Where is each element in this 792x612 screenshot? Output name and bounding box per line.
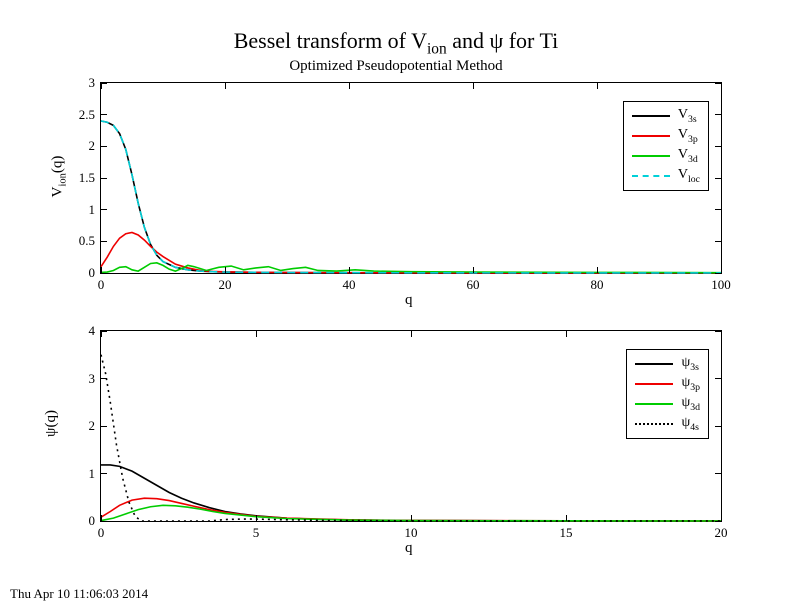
ytick-label: 2 [65,418,95,434]
ylabel-vion: Vion(q) [49,156,68,198]
xtick-label: 60 [467,277,480,293]
ytick-label: 2 [65,138,95,154]
legend-swatch [635,383,673,385]
legend-row: ψ3s [635,354,700,374]
ytick-label: 3 [65,75,95,91]
page-subtitle: Optimized Pseudopotential Method [0,58,792,75]
legend-label: ψ3s [681,355,698,373]
timestamp: Thu Apr 10 11:06:03 2014 [10,586,148,602]
chart-panel-vion: V3sV3pV3dVloc 02040608010000.511.522.53 [100,82,722,274]
series-psi3s [101,465,721,521]
xtick-label: 40 [343,277,356,293]
legend-psi: ψ3s ψ3p ψ3d ψ4s [626,349,709,439]
legend-swatch [632,115,670,117]
legend-label: ψ3p [681,375,700,393]
legend-row: V3p [632,126,700,146]
xtick-label: 10 [405,525,418,541]
ytick-label: 3 [65,371,95,387]
ytick-label: 1 [65,466,95,482]
xtick-label: 15 [560,525,573,541]
legend-label: V3s [678,107,697,125]
xtick-label: 0 [98,525,105,541]
xtick-label: 20 [715,525,728,541]
legend-swatch [632,155,670,157]
legend-label: Vloc [678,167,700,185]
page-title: Bessel transform of Vion and ψ for Ti [0,28,792,58]
legend-row: ψ3d [635,394,700,414]
legend-row: Vloc [632,166,700,186]
xlabel-vion: q [405,292,413,309]
ytick-label: 2.5 [65,107,95,123]
legend-swatch [635,363,673,365]
xtick-label: 80 [591,277,604,293]
legend-row: ψ3p [635,374,700,394]
legend-vion: V3s V3p V3d Vloc [623,101,709,191]
ylabel-psi: ψ(q) [43,410,60,437]
legend-row: V3d [632,146,700,166]
ytick-label: 4 [65,323,95,339]
legend-row: V3s [632,106,700,126]
legend-swatch [635,423,673,425]
legend-label: ψ4s [681,415,698,433]
ytick-label: 0 [65,265,95,281]
ytick-label: 1.5 [65,170,95,186]
legend-label: ψ3d [681,395,700,413]
chart-panel-psi: ψ3sψ3pψ3dψ4s 0510152001234 [100,330,722,522]
xtick-label: 5 [253,525,260,541]
legend-swatch [635,403,673,405]
legend-swatch [632,135,670,137]
xtick-label: 20 [219,277,232,293]
xtick-label: 0 [98,277,105,293]
legend-swatch [632,175,670,177]
ytick-label: 0.5 [65,233,95,249]
legend-row: ψ4s [635,414,700,434]
xlabel-psi: q [405,540,413,557]
legend-label: V3p [678,127,698,145]
legend-label: V3d [678,147,698,165]
xtick-label: 100 [711,277,731,293]
ytick-label: 1 [65,202,95,218]
ytick-label: 0 [65,513,95,529]
